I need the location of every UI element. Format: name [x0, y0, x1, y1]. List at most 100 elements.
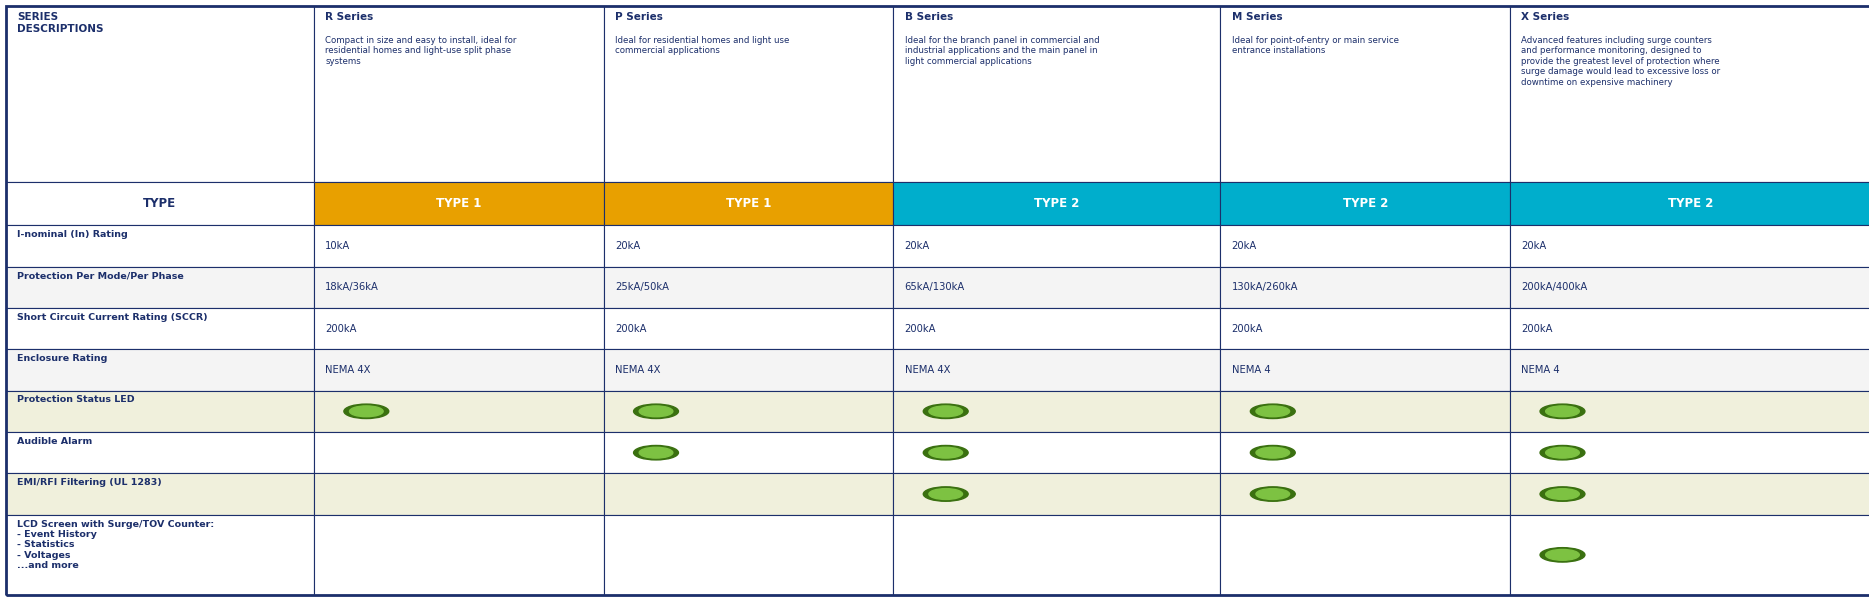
Bar [314, 267, 604, 308]
Bar [604, 308, 893, 349]
Circle shape [923, 404, 968, 418]
Bar [1220, 267, 1510, 308]
Bar [604, 225, 893, 267]
Bar [1510, 225, 1869, 267]
Bar [6, 182, 314, 225]
Text: TYPE 2: TYPE 2 [1034, 197, 1080, 210]
Bar [1510, 432, 1869, 474]
Text: 200kA: 200kA [905, 323, 936, 334]
Circle shape [639, 447, 673, 458]
Bar [893, 182, 1220, 225]
Bar [1510, 6, 1869, 182]
Bar [1510, 391, 1869, 432]
Circle shape [1546, 489, 1579, 499]
Circle shape [1540, 404, 1585, 418]
Circle shape [1540, 445, 1585, 460]
Text: Ideal for point-of-entry or main service
entrance installations: Ideal for point-of-entry or main service… [1232, 36, 1398, 55]
Bar [893, 267, 1220, 308]
Bar [893, 432, 1220, 474]
Text: P Series: P Series [615, 12, 663, 22]
Bar [314, 514, 604, 595]
Bar [1510, 182, 1869, 225]
Circle shape [1546, 406, 1579, 416]
Circle shape [1250, 445, 1295, 460]
Text: 130kA/260kA: 130kA/260kA [1232, 282, 1299, 292]
Bar [314, 225, 604, 267]
Bar [6, 432, 314, 474]
Circle shape [1250, 487, 1295, 501]
Circle shape [1540, 548, 1585, 562]
Circle shape [1256, 447, 1290, 458]
Text: 200kA: 200kA [1521, 323, 1553, 334]
Circle shape [1546, 447, 1579, 458]
Bar [1220, 514, 1510, 595]
Circle shape [1256, 489, 1290, 499]
Bar [6, 308, 314, 349]
Text: Ideal for the branch panel in commercial and
industrial applications and the mai: Ideal for the branch panel in commercial… [905, 36, 1099, 66]
Circle shape [1256, 406, 1290, 416]
Bar [314, 349, 604, 391]
Text: Short Circuit Current Rating (SCCR): Short Circuit Current Rating (SCCR) [17, 313, 207, 322]
Circle shape [929, 489, 963, 499]
Bar [1220, 6, 1510, 182]
Bar [314, 391, 604, 432]
Bar [1220, 474, 1510, 514]
Text: TYPE 1: TYPE 1 [435, 197, 482, 210]
Text: Compact in size and easy to install, ideal for
residential homes and light-use s: Compact in size and easy to install, ide… [325, 36, 516, 66]
Bar [314, 432, 604, 474]
Text: TYPE: TYPE [144, 197, 176, 210]
Bar [6, 391, 314, 432]
Bar [1220, 391, 1510, 432]
Bar [893, 308, 1220, 349]
Text: 10kA: 10kA [325, 241, 351, 251]
Circle shape [639, 406, 673, 416]
Circle shape [923, 487, 968, 501]
Circle shape [929, 447, 963, 458]
Text: I-nominal (In) Rating: I-nominal (In) Rating [17, 230, 127, 239]
Text: Ideal for residential homes and light use
commercial applications: Ideal for residential homes and light us… [615, 36, 789, 55]
Text: 20kA: 20kA [615, 241, 641, 251]
Text: 200kA: 200kA [1232, 323, 1263, 334]
Bar [6, 267, 314, 308]
Text: Audible Alarm: Audible Alarm [17, 437, 92, 446]
Bar [604, 474, 893, 514]
Bar [314, 474, 604, 514]
Bar [604, 267, 893, 308]
Circle shape [1546, 549, 1579, 560]
Bar [604, 349, 893, 391]
Bar [314, 6, 604, 182]
Bar [893, 349, 1220, 391]
Bar [1510, 308, 1869, 349]
Bar [314, 308, 604, 349]
Text: NEMA 4X: NEMA 4X [905, 365, 949, 375]
Text: 25kA/50kA: 25kA/50kA [615, 282, 669, 292]
Circle shape [929, 406, 963, 416]
Bar [604, 391, 893, 432]
Text: TYPE 2: TYPE 2 [1342, 197, 1389, 210]
Bar [6, 514, 314, 595]
Text: 65kA/130kA: 65kA/130kA [905, 282, 964, 292]
Bar [893, 474, 1220, 514]
Text: 20kA: 20kA [905, 241, 931, 251]
Text: SERIES
DESCRIPTIONS: SERIES DESCRIPTIONS [17, 12, 103, 34]
Bar [893, 391, 1220, 432]
Text: NEMA 4X: NEMA 4X [325, 365, 370, 375]
Text: TYPE 1: TYPE 1 [725, 197, 772, 210]
Circle shape [1250, 404, 1295, 418]
Bar [6, 474, 314, 514]
Bar [604, 6, 893, 182]
Bar [893, 514, 1220, 595]
Text: Enclosure Rating: Enclosure Rating [17, 354, 107, 363]
Bar [893, 225, 1220, 267]
Text: M Series: M Series [1232, 12, 1282, 22]
Text: 200kA: 200kA [615, 323, 647, 334]
Bar [1220, 349, 1510, 391]
Bar [1510, 514, 1869, 595]
Bar [6, 6, 314, 182]
Bar [314, 182, 604, 225]
Circle shape [634, 445, 678, 460]
Bar [6, 225, 314, 267]
Text: 200kA: 200kA [325, 323, 357, 334]
Bar [893, 6, 1220, 182]
Bar [604, 514, 893, 595]
